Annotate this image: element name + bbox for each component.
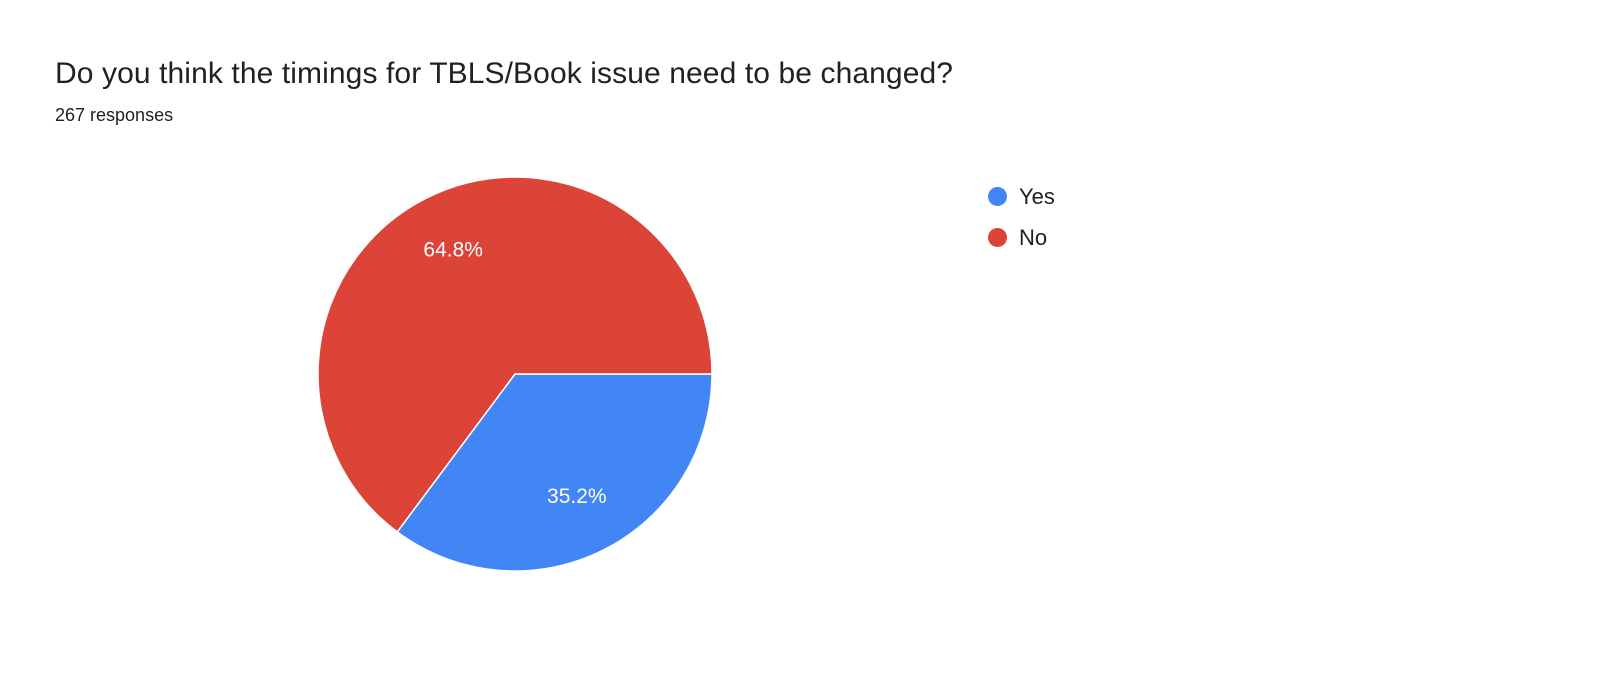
pie-chart[interactable]: 35.2% 64.8%: [295, 154, 735, 594]
legend-color-dot-icon: [988, 228, 1007, 247]
legend-item-yes[interactable]: Yes: [988, 184, 1055, 210]
legend-color-dot-icon: [988, 187, 1007, 206]
pie-slice-percentage-label: 35.2%: [547, 484, 607, 507]
pie-slice-no[interactable]: [317, 175, 713, 533]
question-header: Do you think the timings for TBLS/Book i…: [0, 0, 1600, 126]
chart-legend: Yes No: [988, 184, 1055, 251]
legend-item-no[interactable]: No: [988, 225, 1055, 251]
pie-chart-container: 35.2% 64.8%: [295, 154, 735, 594]
pie-slice-percentage-label: 64.8%: [423, 238, 483, 261]
question-title: Do you think the timings for TBLS/Book i…: [55, 57, 954, 90]
chart-area: 35.2% 64.8% Yes No: [0, 126, 1600, 594]
legend-label: No: [1019, 224, 1048, 250]
pie-slice-yes[interactable]: [396, 372, 713, 572]
response-count: 267 responses: [55, 104, 174, 125]
legend-label: Yes: [1019, 183, 1055, 209]
